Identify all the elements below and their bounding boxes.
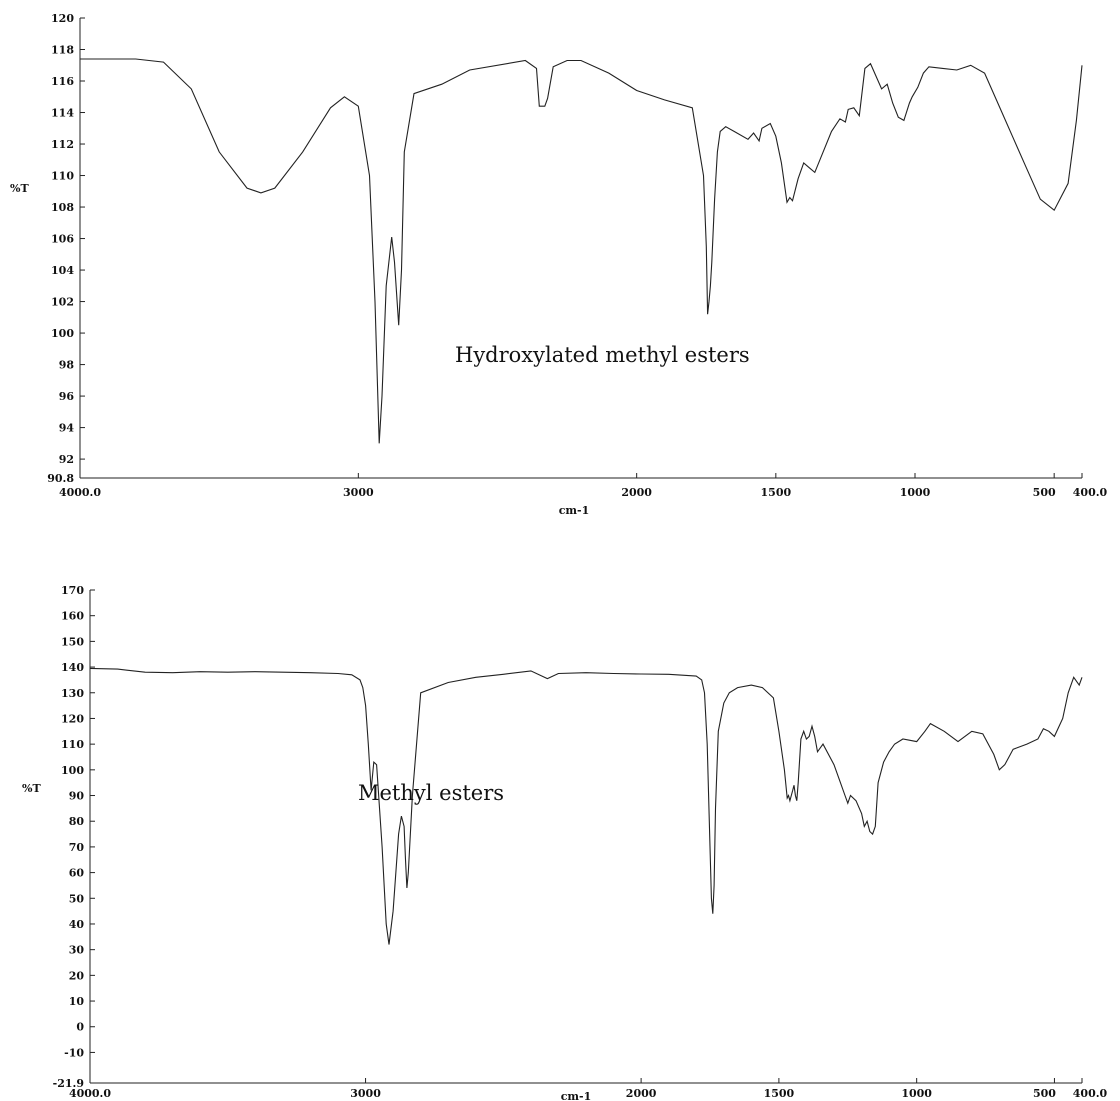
x-tick-label: 400.0	[1073, 1087, 1108, 1100]
y-tick-label: 120	[61, 712, 84, 725]
y-tick-label: 90.8	[47, 472, 74, 485]
y-tick-label: 90	[69, 790, 85, 803]
x-tick-label: 3000	[343, 486, 374, 499]
x-tick-label: 4000.0	[69, 1087, 111, 1100]
x-tick-label: 500	[1033, 486, 1056, 499]
y-axis-label: %T	[10, 182, 29, 195]
x-tick-label: 4000.0	[59, 486, 101, 499]
x-tick-label: 500	[1033, 1087, 1056, 1100]
y-axis-label: %T	[22, 782, 41, 795]
y-tick-label: 108	[51, 201, 74, 214]
y-tick-label: 100	[61, 764, 84, 777]
x-tick-label: 400.0	[1073, 486, 1108, 499]
y-tick-label: 116	[51, 75, 74, 88]
y-tick-label: 130	[61, 687, 84, 700]
y-tick-label: 110	[51, 170, 74, 183]
x-tick-label: 1500	[761, 486, 792, 499]
y-tick-label: 80	[69, 815, 85, 828]
y-tick-label: 110	[61, 738, 84, 751]
y-tick-label: 106	[51, 233, 74, 246]
methyl-esters-spectrum: 1701601501401301201101009080706050403020…	[22, 584, 1108, 1101]
y-tick-label: 92	[59, 453, 74, 466]
y-tick-label: 112	[51, 138, 74, 151]
y-tick-label: 170	[61, 584, 84, 597]
y-tick-label: 160	[61, 610, 84, 623]
spectrum-line	[89, 667, 1083, 945]
y-tick-label: 100	[51, 327, 74, 340]
y-tick-label: 50	[69, 892, 85, 905]
spectrum-annotation: Methyl esters	[358, 781, 504, 805]
y-tick-label: 98	[59, 359, 75, 372]
y-tick-label: 60	[69, 867, 85, 880]
y-tick-label: 120	[51, 12, 74, 25]
x-tick-label: 3000	[350, 1087, 381, 1100]
y-tick-label: 40	[69, 918, 85, 931]
y-tick-label: 150	[61, 635, 84, 648]
y-tick-label: 114	[51, 107, 74, 120]
y-tick-label: 30	[69, 944, 85, 957]
spectrum-line	[80, 58, 1083, 444]
y-tick-label: 96	[59, 390, 75, 403]
y-tick-label: 102	[51, 296, 74, 309]
spectrum-annotation: Hydroxylated methyl esters	[455, 343, 750, 367]
y-tick-label: -10	[64, 1046, 84, 1059]
y-tick-label: 104	[51, 264, 74, 277]
y-tick-label: 70	[69, 841, 85, 854]
x-tick-label: 2000	[621, 486, 652, 499]
y-tick-label: 0	[76, 1021, 84, 1034]
y-tick-label: 118	[51, 44, 74, 57]
x-tick-label: 1000	[900, 486, 931, 499]
y-tick-label: 140	[61, 661, 84, 674]
hydroxylated-methyl-esters-spectrum: 120 118 116 114 112 110 108 106 104 102 100 98 96 94 9…	[10, 12, 1108, 517]
y-tick-label: 10	[69, 995, 85, 1008]
y-tick-label: 20	[69, 969, 85, 982]
x-axis-label: cm-1	[559, 504, 590, 517]
y-tick-label: 94	[59, 422, 75, 435]
x-tick-label: 2000	[626, 1087, 657, 1100]
x-axis-label: cm-1	[561, 1090, 592, 1101]
x-tick-label: 1500	[764, 1087, 795, 1100]
y-tick-label: -21.9	[53, 1077, 84, 1090]
x-tick-label: 1000	[901, 1087, 932, 1100]
